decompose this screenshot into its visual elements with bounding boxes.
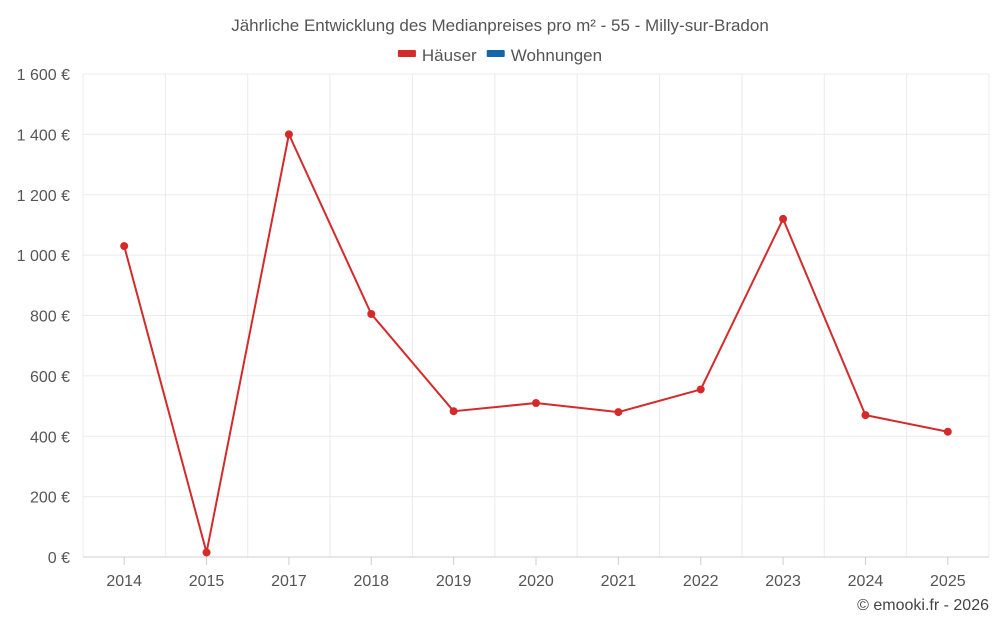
- data-point[interactable]: [943, 427, 952, 436]
- y-tick-label: 1 200 €: [17, 188, 70, 205]
- legend-item[interactable]: Wohnungen: [486, 46, 602, 65]
- data-point[interactable]: [614, 408, 623, 417]
- chart-title: Jährliche Entwicklung des Medianpreises …: [231, 16, 769, 35]
- x-tick-label: 2021: [601, 573, 637, 590]
- x-tick-label: 2018: [353, 573, 389, 590]
- y-tick-label: 800 €: [30, 309, 70, 326]
- y-tick-label: 1 000 €: [17, 248, 70, 265]
- x-tick-label: 2014: [106, 573, 142, 590]
- x-tick-label: 2015: [189, 573, 225, 590]
- x-tick-label: 2017: [271, 573, 307, 590]
- legend: Häuser Wohnungen: [397, 46, 602, 65]
- x-tick-label: 2022: [683, 573, 719, 590]
- data-point[interactable]: [696, 385, 705, 394]
- x-tick-label: 2023: [765, 573, 801, 590]
- data-point[interactable]: [120, 242, 129, 251]
- grid-layer: [82, 73, 990, 558]
- legend-swatch: [397, 50, 416, 57]
- data-point[interactable]: [202, 548, 211, 557]
- series-layer: [120, 130, 952, 557]
- x-tick-label: 2020: [518, 573, 554, 590]
- x-tick-label: 2024: [848, 573, 884, 590]
- y-tick-label: 400 €: [30, 429, 70, 446]
- y-tick-label: 1 400 €: [17, 127, 70, 144]
- data-point[interactable]: [449, 407, 458, 416]
- legend-item[interactable]: Häuser: [397, 46, 477, 65]
- y-tick-label: 200 €: [30, 490, 70, 507]
- credit-text: © emooki.fr - 2026: [857, 597, 989, 614]
- data-point[interactable]: [367, 309, 376, 318]
- legend-label: Wohnungen: [511, 46, 602, 65]
- legend-label: Häuser: [422, 46, 477, 65]
- data-point[interactable]: [779, 214, 788, 223]
- x-tick-label: 2019: [436, 573, 472, 590]
- x-tick-label: 2025: [930, 573, 966, 590]
- y-tick-label: 600 €: [30, 369, 70, 386]
- data-point[interactable]: [532, 399, 540, 408]
- data-point[interactable]: [284, 130, 293, 139]
- y-tick-label: 1 600 €: [17, 67, 70, 84]
- axis-layer: 0 € 200 € 400 € 600 € 800 € 1 000 € 1 200 € 1 4…: [17, 67, 989, 590]
- legend-swatch: [486, 50, 505, 57]
- data-point[interactable]: [861, 411, 870, 420]
- y-tick-label: 0 €: [48, 550, 70, 567]
